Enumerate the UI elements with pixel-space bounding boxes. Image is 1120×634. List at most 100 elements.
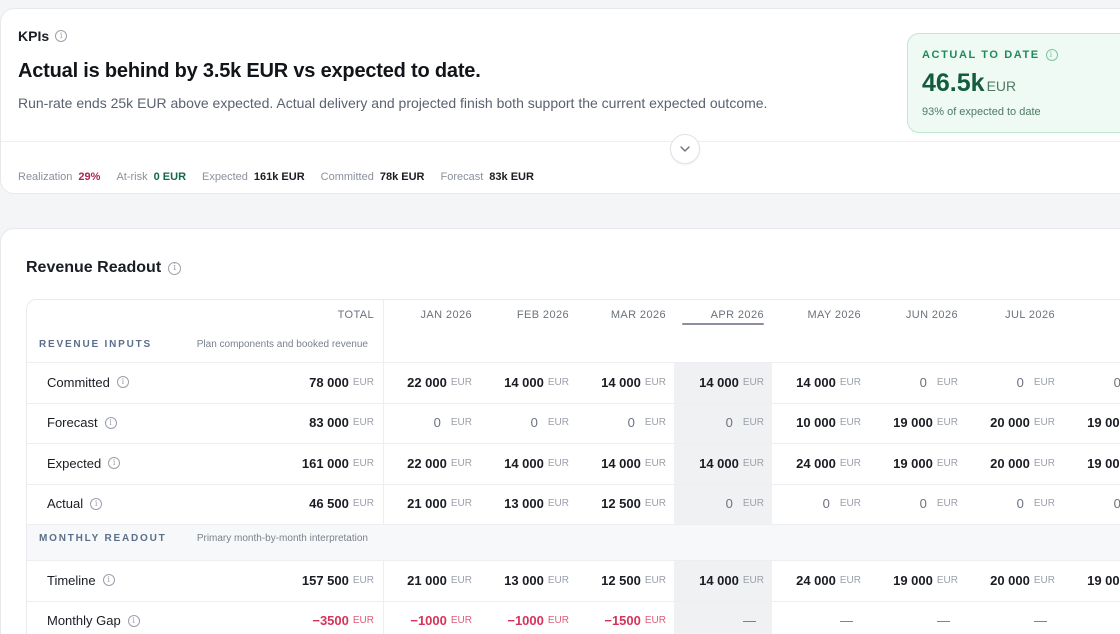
kpi-stat-value: 78k EUR	[379, 171, 425, 183]
kpi-stat-label: At-risk	[116, 171, 148, 183]
section-subtitle: Plan components and booked revenue	[196, 339, 368, 350]
column-header-month[interactable]: MAY 2026	[807, 309, 861, 321]
table-cell-value: 14 000 EUR	[473, 362, 569, 403]
column-header-month[interactable]: AUG	[1062, 300, 1120, 330]
table-cell-value: 20 000 EUR	[959, 443, 1055, 484]
table-row-label: Actual i	[47, 484, 103, 525]
column-header-month[interactable]: JUL 2026	[1005, 309, 1055, 321]
table-cell-value: 20 000 EUR	[959, 403, 1055, 444]
row-label-text: Timeline	[47, 572, 96, 588]
cell-unit: EUR	[644, 417, 666, 429]
cell-number: 14 000	[796, 374, 836, 390]
table-cell-value: 157 500 EUR	[278, 560, 374, 601]
active-month-cell-bg	[674, 484, 772, 524]
table-cell-value: −1000 EUR	[376, 601, 472, 634]
table-cell-value: 20 000 EUR	[959, 560, 1055, 601]
cell-number: 19 000	[1087, 572, 1120, 588]
table-cell-value: 14 000 EUR	[570, 362, 666, 403]
table-cell-value: 14 000 EUR	[570, 443, 666, 484]
table-cell-value: 24 000 EUR	[765, 560, 861, 601]
cell-unit: EUR	[352, 376, 374, 388]
column-header-month[interactable]: MAR 2026	[610, 309, 666, 321]
cell-unit: EUR	[839, 457, 861, 469]
table-cell-value: —	[862, 601, 958, 634]
info-icon[interactable]: i	[168, 261, 182, 275]
cell-number: 24 000	[796, 455, 836, 471]
info-icon[interactable]: i	[127, 614, 140, 627]
actual-to-date-unit: EUR	[986, 78, 1017, 94]
table-cell-value: −3500 EUR	[278, 601, 374, 634]
cell-unit: EUR	[936, 498, 958, 510]
cell-unit: EUR	[352, 615, 374, 627]
kpi-headline: Actual is behind by 3.5k EUR vs expected…	[18, 60, 481, 82]
cell-unit: EUR	[1033, 376, 1055, 388]
kpi-subtitle: Run-rate ends 25k EUR above expected. Ac…	[18, 95, 768, 111]
cell-unit: EUR	[644, 574, 666, 586]
table-cell-value: 13 000 EUR	[473, 484, 569, 525]
cell-number: —	[937, 613, 950, 629]
info-icon[interactable]: i	[55, 30, 68, 42]
table-row-label: Expected i	[47, 443, 121, 484]
info-icon[interactable]: i	[104, 416, 117, 429]
info-icon[interactable]: i	[1045, 49, 1058, 61]
row-label-text: Forecast	[47, 415, 98, 431]
column-header-month[interactable]: JAN 2026	[420, 309, 472, 321]
cell-unit: EUR	[936, 376, 958, 388]
cell-unit: EUR	[450, 376, 472, 388]
table-cell-value: 0 EUR	[862, 362, 958, 403]
info-icon[interactable]: i	[90, 497, 103, 510]
table-cell-value: 161 000 EUR	[278, 443, 374, 484]
kpi-stat-label: Committed	[320, 171, 374, 183]
table-cell-value: 14 000 EUR	[668, 362, 764, 403]
cell-number: —	[743, 613, 756, 629]
cell-number: 20 000	[990, 455, 1030, 471]
cell-unit: EUR	[450, 457, 472, 469]
cell-unit: EUR	[1033, 498, 1055, 510]
actual-to-date-number: 46.5k	[922, 69, 985, 97]
cell-unit: EUR	[839, 417, 861, 429]
cell-number: 0	[919, 374, 927, 390]
kpi-stat-value: 83k EUR	[489, 171, 534, 183]
kpi-stat-label: Expected	[202, 171, 248, 183]
cell-number: 161 000	[301, 455, 349, 471]
cell-number: 22 000	[407, 374, 447, 390]
cell-number: 0	[1114, 375, 1120, 390]
cell-number: 21 000	[407, 572, 447, 588]
revenue-readout-title-text: Revenue Readout	[26, 259, 162, 276]
cell-number: 0	[725, 415, 733, 431]
column-header-month[interactable]: FEB 2026	[516, 309, 569, 321]
cell-number: 12 500	[601, 496, 641, 512]
table-cell-value: 21 000 EUR	[376, 484, 472, 525]
column-header-month[interactable]: JUN 2026	[905, 309, 958, 321]
cell-unit: EUR	[450, 498, 472, 510]
cell-unit: EUR	[644, 498, 666, 510]
cell-number: 19 000	[1087, 415, 1120, 431]
cell-number: 0	[1016, 374, 1024, 390]
cell-unit: EUR	[1033, 417, 1055, 429]
cell-number: 46 500	[309, 496, 349, 512]
active-month-cell-bg	[674, 363, 772, 403]
cell-number: 12 500	[601, 572, 641, 588]
kpi-stat-value: 0 EUR	[153, 171, 187, 183]
cell-number: 0	[1114, 496, 1120, 511]
row-divider	[27, 402, 1120, 404]
info-icon[interactable]: i	[102, 574, 115, 587]
cell-unit: EUR	[742, 498, 764, 510]
cell-unit: EUR	[742, 417, 764, 429]
cell-number: 83 000	[309, 415, 349, 431]
cell-unit: EUR	[547, 615, 569, 627]
cell-number: 10 000	[796, 415, 836, 431]
cell-number: −1000	[507, 613, 544, 629]
info-icon[interactable]: i	[116, 376, 129, 389]
collapse-button[interactable]	[670, 134, 700, 164]
column-header-month[interactable]: APR 2026	[710, 309, 764, 321]
info-icon[interactable]: i	[108, 457, 121, 470]
cell-number: 19 000	[893, 572, 933, 588]
table-cell-value: 14 000 EUR	[473, 443, 569, 484]
table-cell-value: 21 000 EUR	[376, 560, 472, 601]
row-divider	[27, 600, 1120, 602]
